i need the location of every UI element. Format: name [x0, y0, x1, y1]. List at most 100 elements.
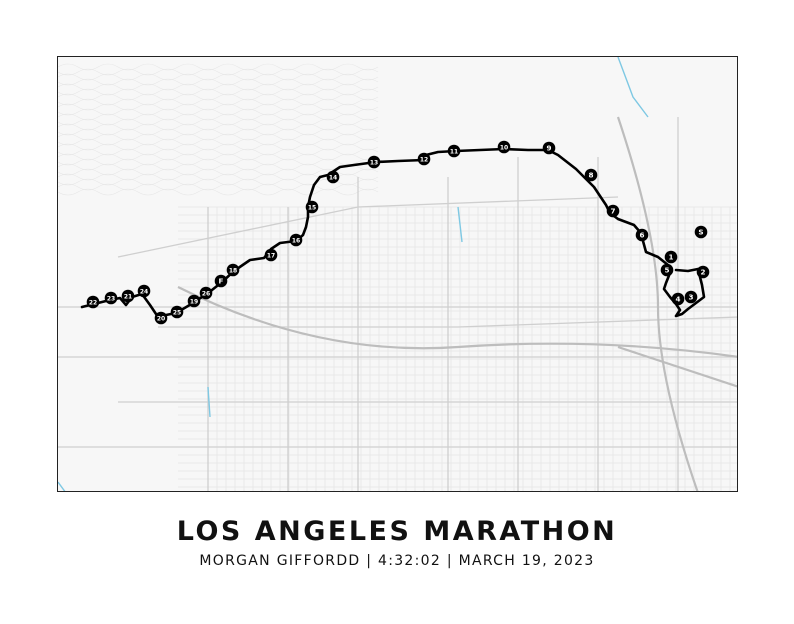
marker-label: 11	[450, 149, 458, 156]
marker-circle	[447, 144, 461, 158]
route-marker-13: 13	[367, 155, 381, 169]
route-marker-11: 11	[447, 144, 461, 158]
route-marker-f: F	[214, 274, 228, 288]
marker-circle	[367, 155, 381, 169]
marker-label: 3	[688, 293, 693, 302]
marker-label: 8	[588, 171, 593, 180]
marker-label: F	[219, 277, 224, 286]
route-marker-16: 16	[289, 233, 303, 247]
route-map: S 1 2 3 4 5 6 7 8 9 10 11 12 13 14 15 16 17 18 F 19 20 21 22 23 2…	[57, 56, 738, 492]
marker-circle	[497, 140, 511, 154]
water-channel	[457, 206, 463, 243]
route-marker-23: 23	[104, 291, 118, 305]
marker-label: S	[698, 228, 703, 237]
route-marker-24: 24	[137, 284, 151, 298]
marker-circle	[226, 263, 240, 277]
marker-label: 13	[370, 160, 378, 167]
terrain-contour	[58, 188, 379, 196]
marker-label: 14	[329, 175, 337, 182]
marker-circle	[121, 289, 135, 303]
route-marker-17: 17	[264, 248, 278, 262]
route-marker-2: 2	[696, 265, 710, 279]
marker-circle	[660, 263, 674, 277]
marker-circle	[417, 152, 431, 166]
freeway	[616, 116, 699, 491]
marker-circle	[694, 225, 708, 239]
poster-title: LOS ANGELES MARATHON	[176, 516, 618, 547]
marker-label: 26	[202, 291, 210, 298]
marker-circle	[664, 250, 678, 264]
route-marker-15: 15	[305, 200, 319, 214]
marker-label: 7	[610, 207, 615, 216]
route-marker-25: 25	[170, 305, 184, 319]
marker-label: 25	[173, 310, 181, 317]
water-channel	[617, 57, 649, 118]
marker-label: 4	[675, 295, 680, 304]
marker-label: 18	[229, 268, 237, 275]
route-marker-12: 12	[417, 152, 431, 166]
marker-label: 16	[292, 238, 300, 245]
poster-subtitle: MORGAN GIFFORDD | 4:32:02 | MARCH 19, 20…	[199, 553, 595, 569]
route-marker-14: 14	[326, 170, 340, 184]
marker-circle	[86, 295, 100, 309]
freeway	[177, 286, 737, 358]
route-marker-3: 3	[684, 290, 698, 304]
route-marker-20: 20	[154, 311, 168, 325]
marker-circle	[635, 228, 649, 242]
route-markers: S123456789101112131415161718F19202122232…	[86, 140, 710, 325]
marker-circle	[584, 168, 598, 182]
marker-label: 2	[700, 268, 705, 277]
marker-circle	[154, 311, 168, 325]
freeway	[617, 345, 737, 388]
marker-circle	[170, 305, 184, 319]
marker-circle	[305, 200, 319, 214]
marker-circle	[137, 284, 151, 298]
marker-circle	[696, 265, 710, 279]
route-marker-7: 7	[606, 204, 620, 218]
route-marker-4: 4	[671, 292, 685, 306]
marker-label: 12	[420, 157, 428, 164]
marker-circle	[289, 233, 303, 247]
route-marker-10: 10	[497, 140, 511, 154]
route-marker-19: 19	[187, 294, 201, 308]
major-street	[117, 196, 619, 258]
marker-label: 21	[124, 294, 132, 301]
route-marker-5: 5	[660, 263, 674, 277]
marker-circle	[606, 204, 620, 218]
marker-circle	[542, 141, 556, 155]
water-features	[58, 57, 649, 491]
marker-label: 1	[668, 253, 673, 262]
route-marker-8: 8	[584, 168, 598, 182]
marker-circle	[671, 292, 685, 306]
map-background	[58, 57, 737, 491]
marker-label: 15	[308, 205, 316, 212]
route-marker-1: 1	[664, 250, 678, 264]
major-street	[158, 316, 737, 328]
marker-circle	[214, 274, 228, 288]
marker-circle	[684, 290, 698, 304]
marker-label: 5	[664, 266, 669, 275]
marker-circle	[326, 170, 340, 184]
marker-label: 20	[157, 316, 165, 323]
marker-circle	[199, 286, 213, 300]
marker-label: 22	[89, 300, 97, 307]
marker-circle	[104, 291, 118, 305]
water-channel	[58, 481, 66, 491]
marker-label: 23	[107, 296, 115, 303]
route-marker-18: 18	[226, 263, 240, 277]
marker-label: 17	[267, 253, 275, 260]
marker-label: 19	[190, 299, 198, 306]
marker-label: 24	[140, 289, 148, 296]
marker-label: 9	[546, 144, 551, 153]
map-canvas: S123456789101112131415161718F19202122232…	[58, 57, 737, 491]
route-marker-6: 6	[635, 228, 649, 242]
marker-circle	[187, 294, 201, 308]
route-marker-26: 26	[199, 286, 213, 300]
marker-label: 10	[500, 145, 508, 152]
route-marker-9: 9	[542, 141, 556, 155]
marker-label: 6	[639, 231, 644, 240]
route-marker-s: S	[694, 225, 708, 239]
route-marker-21: 21	[121, 289, 135, 303]
water-channel	[207, 386, 211, 418]
